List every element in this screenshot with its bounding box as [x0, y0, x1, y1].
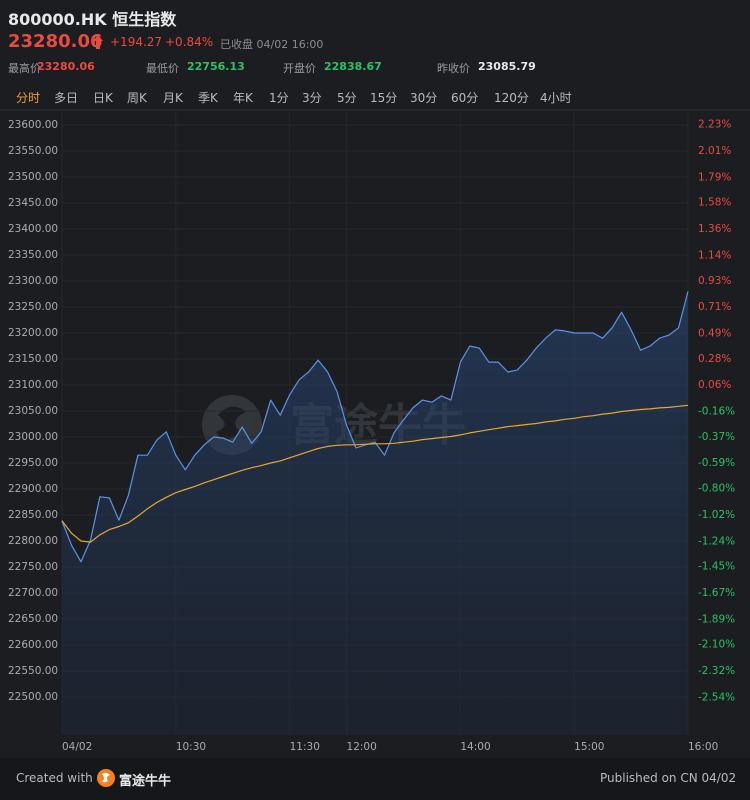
y2-tick-label: -0.80% [698, 482, 735, 494]
y-tick-label: 23150.00 [8, 353, 58, 365]
y-tick-label: 22800.00 [8, 535, 58, 547]
tab[interactable]: 1分 [269, 91, 289, 105]
y2-tick-label: -1.02% [698, 509, 735, 521]
y2-tick-label: -2.54% [698, 691, 735, 703]
change: +194.27 [110, 35, 163, 49]
tab[interactable]: 周K [127, 91, 147, 105]
y-tick-label: 23450.00 [8, 197, 58, 209]
y-tick-label: 23050.00 [8, 405, 58, 417]
x-tick-label: 14:00 [460, 741, 490, 753]
tab[interactable]: 60分 [451, 91, 479, 105]
price: 23280.06 [8, 31, 103, 52]
stat-value: 23280.06 [37, 60, 95, 73]
y2-tick-label: 1.14% [698, 250, 731, 262]
y2-tick-label: -0.16% [698, 406, 735, 418]
y2-tick-label: 2.23% [698, 119, 731, 131]
change-pct: +0.84% [165, 35, 214, 49]
stat-label: 开盘价 [283, 62, 316, 75]
y2-tick-label: 0.28% [698, 353, 731, 365]
y-tick-label: 22550.00 [8, 665, 58, 677]
y2-tick-label: 1.36% [698, 223, 731, 235]
y2-tick-label: 0.93% [698, 275, 731, 287]
tab[interactable]: 年K [233, 91, 253, 105]
y-tick-label: 23200.00 [8, 327, 58, 339]
x-tick-label: 04/02 [62, 741, 92, 753]
tab[interactable]: 15分 [370, 91, 398, 105]
y2-tick-label: 0.71% [698, 301, 731, 313]
y-tick-label: 23400.00 [8, 223, 58, 235]
tab[interactable]: 3分 [302, 91, 322, 105]
y2-tick-label: 1.79% [698, 172, 731, 184]
x-tick-label: 16:00 [688, 741, 718, 753]
y2-tick-label: -2.32% [698, 665, 735, 677]
price-line [61, 291, 689, 563]
published: Published on CN 04/02 [600, 771, 737, 785]
stat-label: 最低价 [146, 62, 179, 75]
y-tick-label: 23550.00 [8, 145, 58, 157]
y2-tick-label: -2.10% [698, 638, 735, 650]
y-tick-label: 23250.00 [8, 301, 58, 313]
y-tick-label: 22700.00 [8, 587, 58, 599]
tab[interactable]: 30分 [410, 91, 438, 105]
brand: 富途牛牛 [119, 774, 172, 789]
y2-tick-label: -1.89% [698, 613, 735, 625]
y-tick-label: 22600.00 [8, 639, 58, 651]
y-tick-label: 23100.00 [8, 379, 58, 391]
up-arrow [93, 35, 103, 49]
y-tick-label: 23000.00 [8, 431, 58, 443]
y2-tick-label: -0.59% [698, 457, 735, 469]
y2-tick-label: 2.01% [698, 145, 731, 157]
title: 800000.HK 恒生指数 [8, 10, 177, 29]
brand-logo [97, 769, 115, 787]
x-tick-label: 11:30 [290, 741, 320, 753]
y-tick-label: 23500.00 [8, 171, 58, 183]
y-tick-label: 22650.00 [8, 613, 58, 625]
y-tick-label: 22750.00 [8, 561, 58, 573]
y-tick-label: 22500.00 [8, 691, 58, 703]
stat-label: 最高价 [8, 62, 41, 75]
tab[interactable]: 多日 [54, 91, 79, 105]
y-tick-label: 22850.00 [8, 509, 58, 521]
y-tick-label: 22900.00 [8, 483, 58, 495]
status: 已收盘 04/02 16:00 [220, 38, 324, 51]
tab[interactable]: 季K [198, 91, 218, 105]
y-tick-label: 22950.00 [8, 457, 58, 469]
x-tick-label: 12:00 [347, 741, 377, 753]
stat-value: 23085.79 [478, 60, 536, 73]
y2-tick-label: 0.49% [698, 328, 731, 340]
y2-tick-label: -1.24% [698, 535, 735, 547]
tab[interactable]: 日K [93, 91, 113, 105]
y2-tick-label: 1.58% [698, 197, 731, 209]
y-tick-label: 23300.00 [8, 275, 58, 287]
x-tick-label: 15:00 [574, 741, 604, 753]
y-tick-label: 23350.00 [8, 249, 58, 261]
stat-label: 昨收价 [437, 62, 470, 75]
chart: 富途牛牛 23600.0023550.0023500.0023450.00234… [0, 109, 750, 753]
tab[interactable]: 分时 [16, 91, 41, 105]
footer [0, 758, 750, 800]
y-tick-label: 23600.00 [8, 119, 58, 131]
x-tick-label: 10:30 [176, 741, 206, 753]
tab[interactable]: 5分 [337, 91, 357, 105]
average-line [61, 404, 689, 543]
y2-tick-label: -1.45% [698, 560, 735, 572]
created-with: Created with [16, 771, 93, 785]
y2-tick-label: -0.37% [698, 431, 735, 443]
stat-value: 22756.13 [187, 60, 245, 73]
tab[interactable]: 120分 [494, 91, 529, 105]
price-area [62, 291, 688, 735]
y2-tick-label: -1.67% [698, 587, 735, 599]
tab[interactable]: 4小时 [540, 91, 572, 105]
y2-tick-label: 0.06% [698, 379, 731, 391]
tab[interactable]: 月K [163, 91, 183, 105]
stat-value: 22838.67 [324, 60, 382, 73]
